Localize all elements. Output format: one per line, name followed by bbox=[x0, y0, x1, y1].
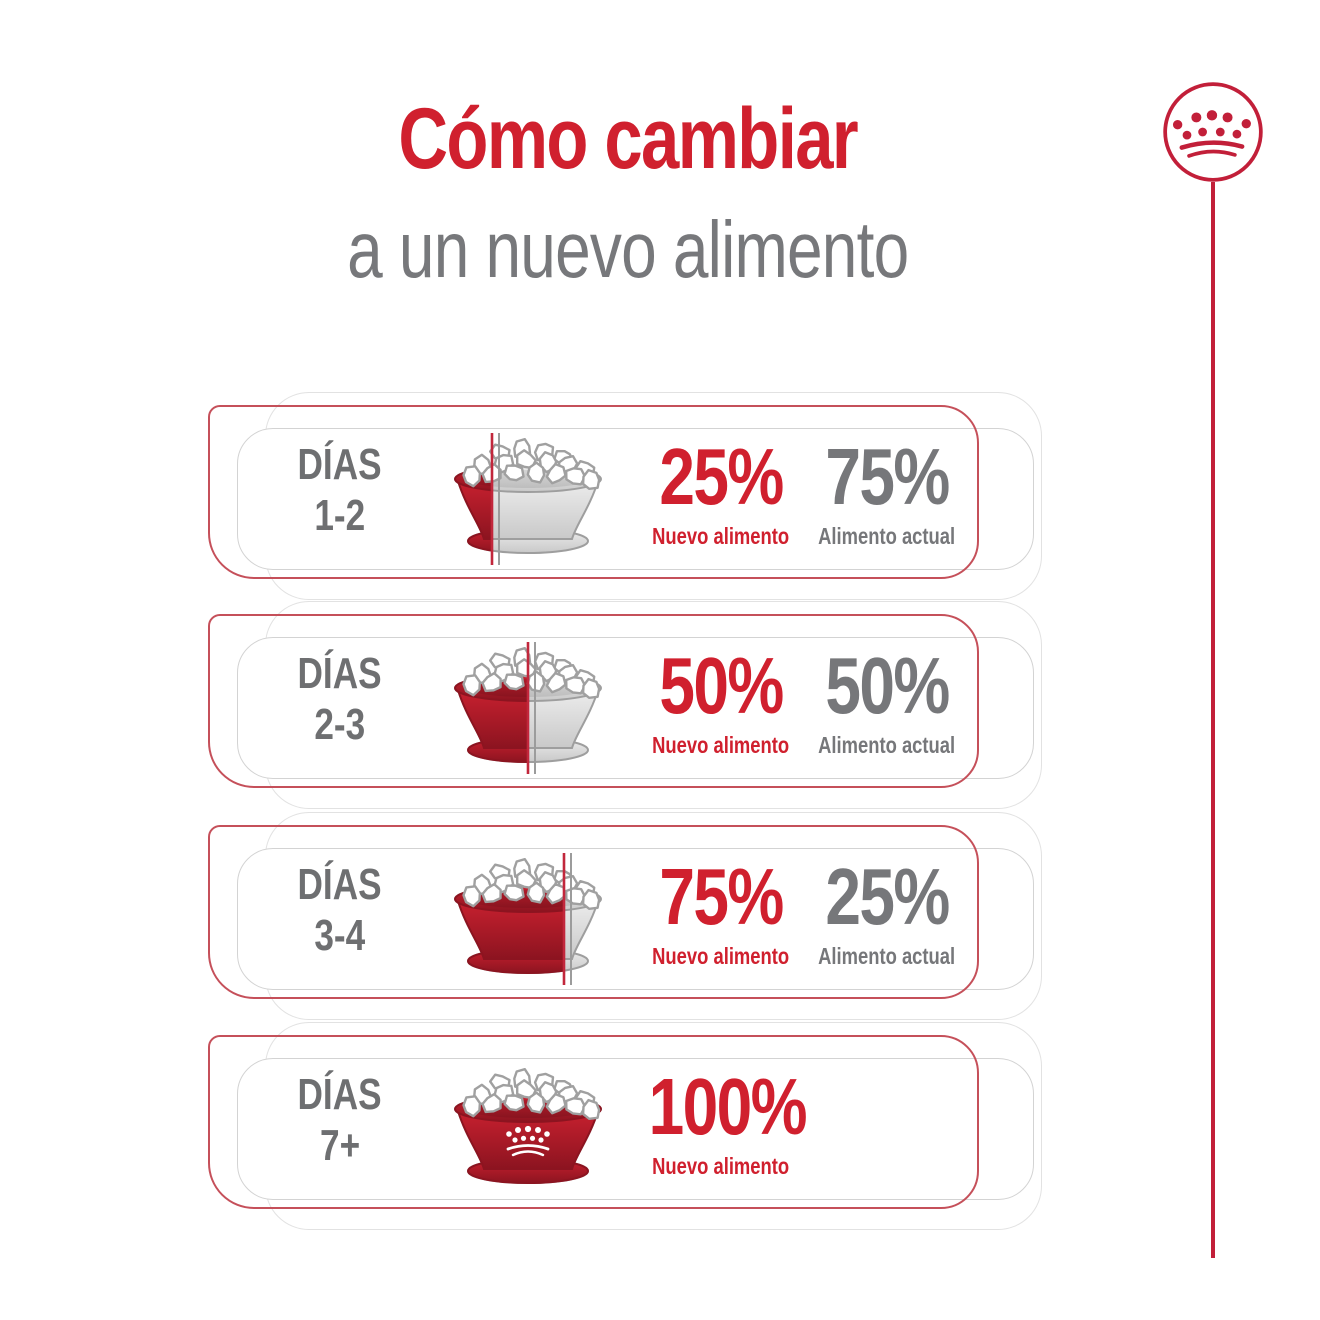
card-main: DÍAS 2-3 50% Nuevo alimento 50% A bbox=[237, 637, 1034, 779]
transition-step-row-1: DÍAS 1-2 25% Nuevo alimento 75% A bbox=[0, 392, 1100, 604]
card-main: DÍAS 1-2 25% Nuevo alimento 75% A bbox=[237, 428, 1034, 570]
current-food-percentage bbox=[795, 1067, 979, 1180]
days-label: DÍAS 3-4 bbox=[297, 860, 383, 961]
transition-step-row-4: DÍAS 7+ 100% Nuevo alimento bbox=[0, 1022, 1100, 1234]
food-bowl-icon bbox=[454, 853, 602, 985]
card-main: DÍAS 7+ 100% Nuevo alimento bbox=[237, 1058, 1034, 1200]
food-bowl-icon bbox=[454, 1067, 602, 1184]
new-food-percentage: 25% Nuevo alimento bbox=[652, 432, 790, 550]
food-bowl-icon bbox=[454, 433, 602, 565]
current-food-percentage: 75% Alimento actual bbox=[818, 432, 956, 550]
royal-canin-crown-logo bbox=[1163, 82, 1263, 182]
transition-step-row-3: DÍAS 3-4 75% Nuevo alimento 25% A bbox=[0, 812, 1100, 1024]
new-food-percentage: 100% Nuevo alimento bbox=[648, 1062, 808, 1180]
transition-step-row-2: DÍAS 2-3 50% Nuevo alimento 50% A bbox=[0, 601, 1100, 813]
days-label: DÍAS 2-3 bbox=[297, 649, 383, 750]
current-food-percentage: 25% Alimento actual bbox=[818, 852, 956, 970]
new-food-percentage: 50% Nuevo alimento bbox=[652, 641, 790, 759]
current-food-percentage: 50% Alimento actual bbox=[818, 641, 956, 759]
new-food-percentage: 75% Nuevo alimento bbox=[652, 852, 790, 970]
brand-vertical-line bbox=[1211, 182, 1215, 1258]
food-bowl-icon bbox=[454, 642, 602, 774]
card-main: DÍAS 3-4 75% Nuevo alimento 25% A bbox=[237, 848, 1034, 990]
days-label: DÍAS 7+ bbox=[297, 1070, 383, 1171]
page-title: Cómo cambiar bbox=[398, 91, 859, 187]
page-subtitle: a un nuevo alimento bbox=[347, 205, 909, 294]
days-label: DÍAS 1-2 bbox=[297, 440, 383, 541]
header: Cómo cambiar a un nuevo alimento bbox=[0, 96, 1256, 290]
